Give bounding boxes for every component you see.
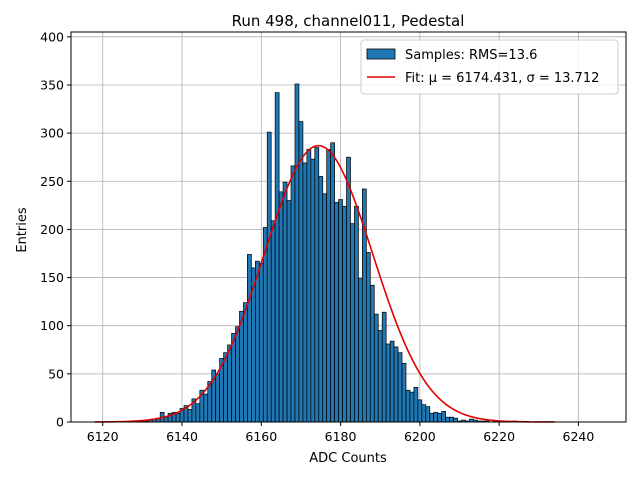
histogram-bar (326, 149, 332, 423)
histogram-bar (425, 406, 431, 423)
histogram-bar (294, 83, 300, 423)
y-tick-label: 300 (40, 126, 64, 141)
histogram-bar (270, 220, 276, 423)
y-tick-label: 50 (48, 366, 64, 381)
legend: Samples: RMS=13.6 Fit: μ = 6174.431, σ =… (360, 39, 619, 95)
histogram-bar (350, 223, 355, 423)
histogram-bar (306, 149, 312, 423)
x-tick-label: 6200 (404, 429, 436, 444)
histogram-bars (140, 83, 518, 423)
histogram-bar (274, 92, 280, 423)
x-tick-label: 6160 (245, 429, 277, 444)
histogram-bar (239, 310, 244, 423)
histogram-bar (254, 260, 260, 423)
histogram-bar (290, 165, 296, 423)
legend-samples-label: Samples: RMS=13.6 (405, 48, 537, 63)
histogram-bar (405, 389, 411, 423)
histogram-bar (223, 352, 228, 423)
histogram-bar (369, 284, 375, 423)
histogram-bar (215, 373, 221, 423)
histogram-bar (437, 412, 443, 423)
histogram-bar (365, 252, 371, 423)
y-axis-ticks: 0 50 100 150 200 250 300 350 400 (40, 29, 71, 430)
x-tick-label: 6180 (325, 429, 357, 444)
histogram-bar (373, 313, 379, 423)
histogram-bar (282, 181, 288, 423)
legend-box (360, 39, 619, 95)
x-axis-ticks: 6120 6140 6160 6180 6200 6220 6240 (87, 422, 595, 444)
histogram-bar (429, 412, 435, 423)
histogram-bar (377, 330, 383, 423)
histogram-bar (231, 333, 236, 423)
y-tick-label: 100 (40, 318, 64, 333)
y-tick-label: 200 (40, 222, 64, 237)
histogram-bar (227, 344, 232, 423)
y-tick-label: 350 (40, 77, 64, 92)
histogram-bar (449, 416, 454, 423)
fit-curve (94, 144, 555, 423)
y-tick-label: 400 (40, 29, 64, 44)
histogram-bar (298, 121, 304, 423)
histogram-bar (453, 417, 458, 423)
histogram-bar (413, 386, 419, 423)
histogram-bar (163, 416, 169, 423)
y-tick-label: 150 (40, 270, 64, 285)
chart-title: Run 498, channel011, Pedestal (232, 12, 465, 30)
x-axis-label: ADC Counts (309, 451, 387, 466)
histogram-bar (338, 199, 343, 423)
histogram-bar (330, 142, 335, 423)
histogram-bar (187, 409, 193, 423)
histogram-bar (318, 176, 324, 423)
histogram-bar (389, 340, 395, 423)
histogram-bar (278, 191, 284, 423)
histogram-bar (310, 158, 316, 423)
legend-fit-label: Fit: μ = 6174.431, σ = 13.712 (405, 71, 599, 86)
histogram-bar (421, 404, 427, 423)
histogram-bar (334, 202, 339, 423)
histogram-bar (243, 302, 248, 423)
histogram-bar (302, 162, 308, 423)
plot-frame (70, 31, 627, 423)
histogram-bar (258, 262, 264, 423)
histogram-bar (393, 346, 399, 423)
y-axis-label: Entries (15, 207, 30, 253)
histogram-bar (397, 352, 403, 423)
x-tick-label: 6240 (563, 429, 595, 444)
histogram-bar (175, 412, 181, 423)
x-tick-label: 6140 (166, 429, 198, 444)
histogram-bar (203, 393, 209, 423)
histogram-bar (314, 147, 320, 423)
x-tick-label: 6220 (483, 429, 515, 444)
histogram-bar (417, 399, 423, 423)
histogram-bar (322, 193, 328, 423)
y-tick-label: 250 (40, 174, 64, 189)
histogram-bar (433, 412, 439, 423)
histogram-bar (385, 343, 391, 423)
histogram-bar (346, 156, 351, 423)
histogram-bar (235, 326, 240, 423)
histogram-bar (441, 411, 446, 423)
histogram-bar (381, 311, 387, 423)
histogram-bar (354, 205, 359, 423)
legend-bar-swatch (366, 48, 396, 60)
histogram-bar (409, 391, 415, 423)
histogram-bar (195, 403, 201, 423)
histogram-bar (401, 362, 407, 423)
histogram-bar (247, 254, 252, 423)
histogram-bar (445, 416, 450, 423)
histogram-bar (266, 131, 272, 423)
histogram-bar (342, 205, 347, 423)
x-tick-label: 6120 (87, 429, 119, 444)
histogram-bar (286, 200, 292, 423)
histogram-bar (358, 278, 363, 423)
y-tick-label: 0 (56, 415, 64, 430)
